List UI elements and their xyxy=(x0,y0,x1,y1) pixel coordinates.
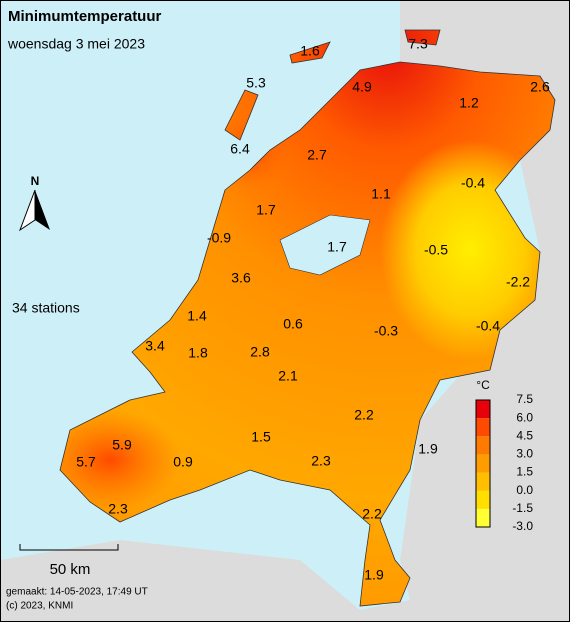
legend-swatch xyxy=(476,418,490,437)
station-value: 1.7 xyxy=(327,239,347,255)
station-value: 3.4 xyxy=(145,338,165,354)
station-value: 0.9 xyxy=(173,454,193,470)
station-value: 2.8 xyxy=(250,344,270,360)
legend-swatch xyxy=(476,454,490,473)
station-value: -0.4 xyxy=(476,318,500,334)
legend-label: 0.0 xyxy=(516,483,533,497)
legend-label: 1.5 xyxy=(516,465,533,479)
footer: (c) 2023, KNMI xyxy=(6,601,73,612)
stations-count: 34 stations xyxy=(12,300,80,316)
north-arrow xyxy=(35,190,50,230)
station-value: 2.1 xyxy=(278,368,298,384)
station-value: 4.9 xyxy=(352,79,372,95)
station-value: 2.2 xyxy=(354,407,374,423)
north-label: N xyxy=(31,174,40,188)
footer: gemaakt: 14-05-2023, 17:49 UT xyxy=(6,587,148,598)
station-value: -0.3 xyxy=(374,323,398,339)
station-value: 5.3 xyxy=(246,75,266,91)
legend-label: -3.0 xyxy=(512,519,533,533)
station-value: 0.6 xyxy=(283,316,303,332)
legend-label: 3.0 xyxy=(516,447,533,461)
legend-swatch xyxy=(476,400,490,419)
legend-swatch xyxy=(476,508,490,527)
subtitle: woensdag 3 mei 2023 xyxy=(7,36,145,52)
station-value: -0.4 xyxy=(461,175,485,191)
legend-label: 7.5 xyxy=(516,392,533,406)
station-value: 2.3 xyxy=(108,501,128,517)
station-value: 1.6 xyxy=(300,43,320,59)
station-value: 6.4 xyxy=(230,141,250,157)
station-value: 1.4 xyxy=(187,308,207,324)
station-value: -2.2 xyxy=(506,274,530,290)
station-value: 2.3 xyxy=(311,453,331,469)
station-value: 1.2 xyxy=(459,95,479,111)
legend-label: 4.5 xyxy=(516,428,533,442)
legend-unit: °C xyxy=(476,378,490,392)
legend-swatch xyxy=(476,472,490,491)
station-value: 1.8 xyxy=(188,345,208,361)
station-value: -0.5 xyxy=(424,242,448,258)
station-value: 1.9 xyxy=(364,567,384,583)
legend-swatch xyxy=(476,436,490,455)
station-value: 1.7 xyxy=(256,202,276,218)
station-value: 3.6 xyxy=(231,270,251,286)
legend-swatch xyxy=(476,490,490,509)
legend-label: -1.5 xyxy=(512,501,533,515)
station-value: 2.2 xyxy=(362,506,382,522)
legend-label: 6.0 xyxy=(516,410,533,424)
station-value: 5.7 xyxy=(76,454,96,470)
station-value: 1.5 xyxy=(251,429,271,445)
station-value: 2.7 xyxy=(307,147,327,163)
station-value: 5.9 xyxy=(112,437,132,453)
title: Minimumtemperatuur xyxy=(8,8,162,25)
station-value: 1.9 xyxy=(418,441,438,457)
scale-label: 50 km xyxy=(50,561,91,578)
station-value: -0.9 xyxy=(207,230,231,246)
station-value: 7.3 xyxy=(408,36,428,52)
station-value: 1.1 xyxy=(371,186,391,202)
scale-bar xyxy=(19,544,119,551)
station-value: 2.6 xyxy=(530,79,550,95)
ijsselmeer xyxy=(279,214,371,276)
legend-frame xyxy=(475,399,491,528)
